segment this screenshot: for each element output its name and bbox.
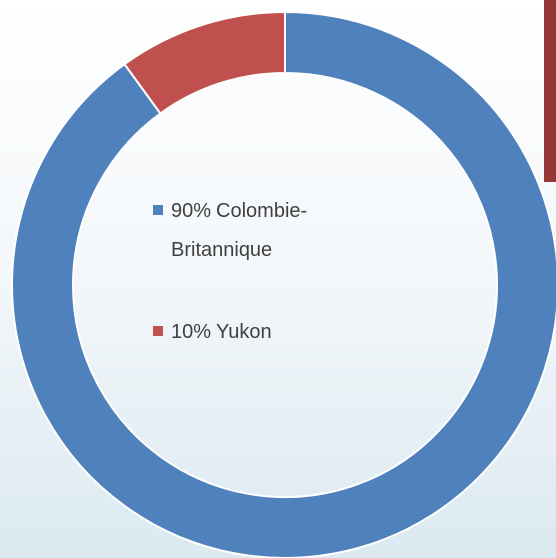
- legend-swatch: [153, 326, 163, 336]
- legend-label: Yukon: [216, 321, 272, 343]
- legend-swatch: [153, 205, 163, 215]
- legend-value: 10%: [171, 321, 212, 343]
- legend-value: 90%: [171, 200, 212, 222]
- slice: [123, 10, 286, 115]
- legend-entry: 90% Colombie-Britannique: [153, 192, 323, 270]
- legend-label: Colombie-Britannique: [171, 200, 308, 261]
- decoration-bar: [544, 0, 556, 182]
- slice: [11, 10, 556, 558]
- slices: [11, 10, 556, 558]
- legend: 90% Colombie-Britannique 10% Yukon: [153, 192, 323, 395]
- legend-entry: 10% Yukon: [153, 313, 323, 352]
